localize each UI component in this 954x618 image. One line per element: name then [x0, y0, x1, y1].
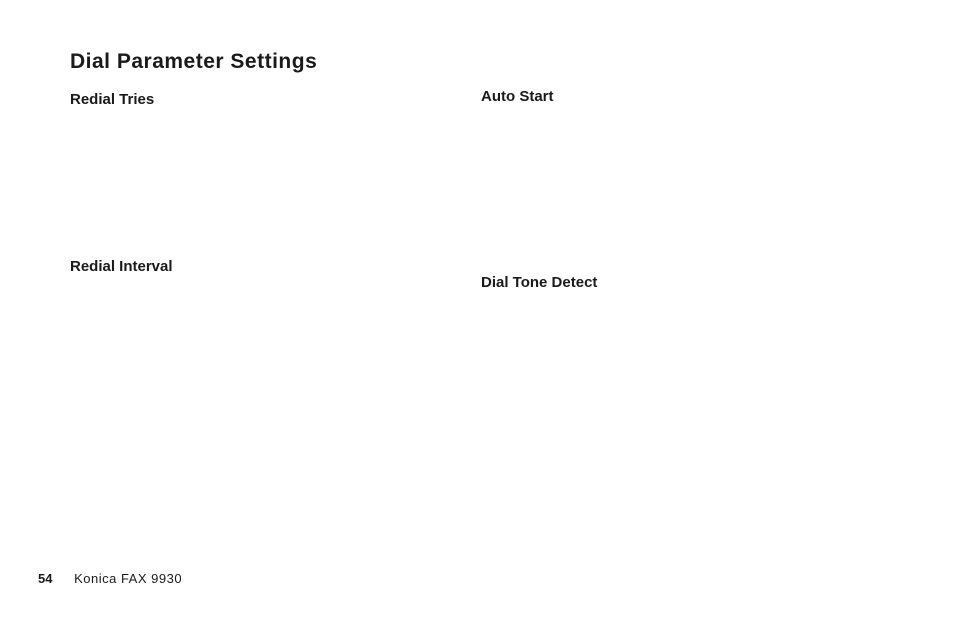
page-number: 54 [38, 571, 52, 586]
document-name: Konica FAX 9930 [74, 571, 182, 586]
section-heading-redial-interval: Redial Interval [70, 258, 173, 275]
section-heading-redial-tries: Redial Tries [70, 91, 154, 108]
section-heading-dial-tone-detect: Dial Tone Detect [481, 274, 597, 291]
page-footer: 54 Konica FAX 9930 [38, 571, 182, 586]
page-title: Dial Parameter Settings [70, 50, 317, 74]
section-heading-auto-start: Auto Start [481, 88, 554, 105]
page-container: Dial Parameter Settings Redial Tries Red… [0, 0, 954, 618]
